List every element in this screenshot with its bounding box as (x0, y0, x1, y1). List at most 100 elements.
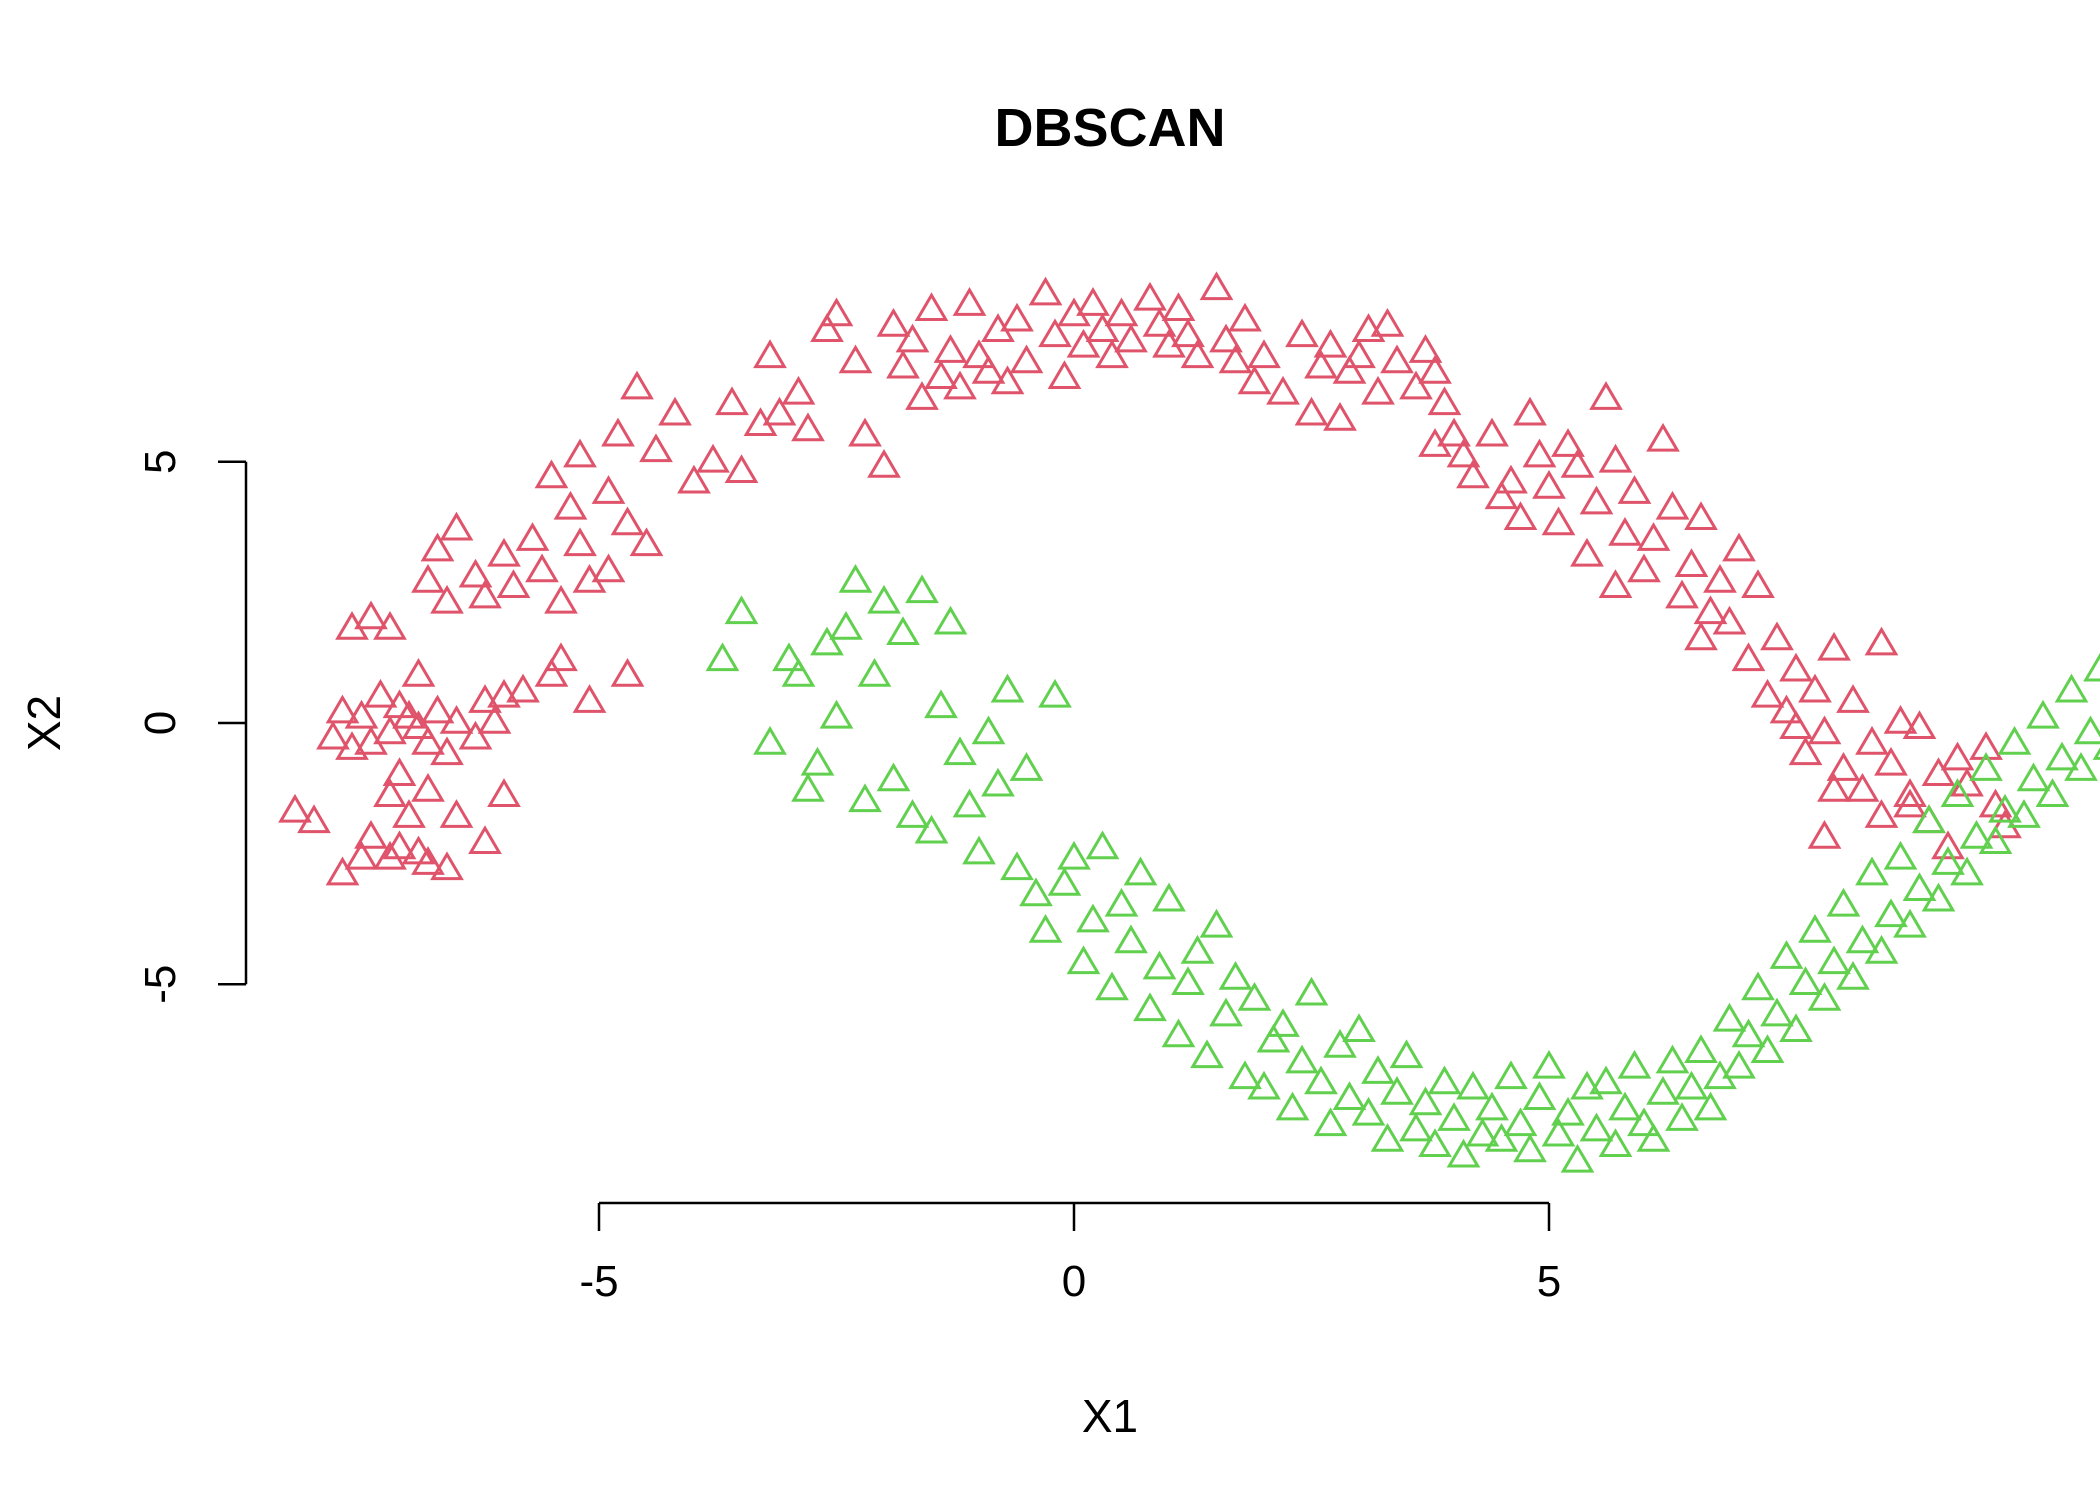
data-point (1199, 908, 1234, 938)
data-point (2035, 778, 2070, 807)
data-point (1788, 966, 1823, 996)
data-point (458, 720, 493, 750)
data-point (1617, 475, 1652, 504)
data-point (601, 417, 635, 447)
data-point (1864, 799, 1899, 828)
data-point (1266, 375, 1300, 405)
data-point (1817, 945, 1851, 975)
data-point (1484, 1123, 1519, 1152)
data-point (1408, 1086, 1443, 1116)
data-point (1855, 856, 1889, 886)
data-point (1456, 1070, 1490, 1100)
data-point (962, 835, 996, 865)
data-point (1589, 381, 1623, 410)
data-point (1883, 705, 1918, 734)
data-point (905, 381, 939, 410)
data-point (1475, 1091, 1509, 1121)
data-point (1418, 428, 1452, 457)
data-point (1589, 1065, 1623, 1095)
data-point (1380, 1075, 1414, 1105)
data-point (1779, 1013, 1813, 1043)
data-point (724, 454, 759, 484)
data-point (382, 830, 417, 860)
data-point (772, 642, 806, 672)
data-point (1142, 950, 1177, 980)
data-point (1323, 1028, 1357, 1058)
data-point (838, 344, 873, 374)
data-point (401, 658, 436, 687)
data-point (1304, 1065, 1338, 1095)
data-point (563, 527, 597, 557)
data-point (1247, 339, 1281, 369)
y-axis: -5 0 5 (136, 450, 248, 1004)
data-point (781, 375, 816, 405)
data-point (1000, 851, 1034, 881)
data-point (1399, 1112, 1433, 1142)
data-point (1513, 396, 1547, 426)
data-point (876, 762, 911, 792)
data-point (1285, 1044, 1319, 1074)
data-point (1047, 360, 1082, 389)
data-point (572, 684, 607, 713)
data-point (1836, 684, 1870, 713)
data-point (1332, 354, 1367, 384)
data-point (1076, 903, 1110, 933)
data-point (1361, 375, 1395, 405)
data-point (914, 292, 949, 322)
data-point (468, 825, 502, 854)
data-point (1028, 914, 1063, 943)
data-point (553, 490, 588, 520)
data-point (838, 563, 873, 593)
data-point (591, 553, 626, 583)
data-point (544, 584, 578, 614)
data-point (1826, 887, 1861, 917)
data-point (420, 532, 455, 562)
data-point (1370, 1123, 1405, 1152)
data-point (458, 558, 493, 588)
data-point (1608, 516, 1642, 546)
data-point (1446, 438, 1481, 468)
data-point (886, 349, 920, 379)
data-point (1370, 307, 1405, 337)
data-point (1047, 867, 1082, 896)
data-point (1028, 276, 1063, 306)
data-point (1665, 1102, 1699, 1131)
data-point (1931, 846, 1965, 875)
data-point (1522, 1081, 1557, 1110)
data-point (2092, 747, 2100, 760)
data-point (943, 370, 977, 400)
data-point (1114, 924, 1148, 954)
data-point (1760, 621, 1794, 651)
data-point (411, 846, 445, 875)
data-point (1038, 318, 1072, 348)
data-point (933, 605, 968, 635)
data-point (1541, 506, 1576, 536)
data-point (1598, 443, 1633, 473)
data-point (1057, 840, 1091, 870)
data-point (430, 584, 464, 614)
data-point (1760, 997, 1794, 1027)
data-point (762, 396, 797, 426)
data-point (848, 783, 882, 813)
data-point (1085, 830, 1120, 860)
data-point (1142, 307, 1177, 337)
data-point (1180, 339, 1215, 369)
data-point (924, 360, 958, 389)
data-point (1038, 678, 1072, 708)
data-point (1304, 349, 1338, 379)
data-point (1123, 856, 1158, 886)
data-point (1693, 595, 1728, 625)
data-point (1294, 396, 1329, 426)
data-point (1465, 1117, 1500, 1147)
data-point (1883, 840, 1918, 870)
data-point (1427, 1065, 1462, 1095)
data-point (2073, 715, 2100, 745)
data-point (430, 851, 464, 881)
data-point (525, 553, 559, 583)
data-point (534, 459, 569, 489)
data-point (1978, 825, 2013, 854)
data-point (411, 725, 445, 755)
data-point (1674, 1070, 1709, 1100)
data-point (1190, 1039, 1224, 1069)
data-point (610, 658, 645, 687)
